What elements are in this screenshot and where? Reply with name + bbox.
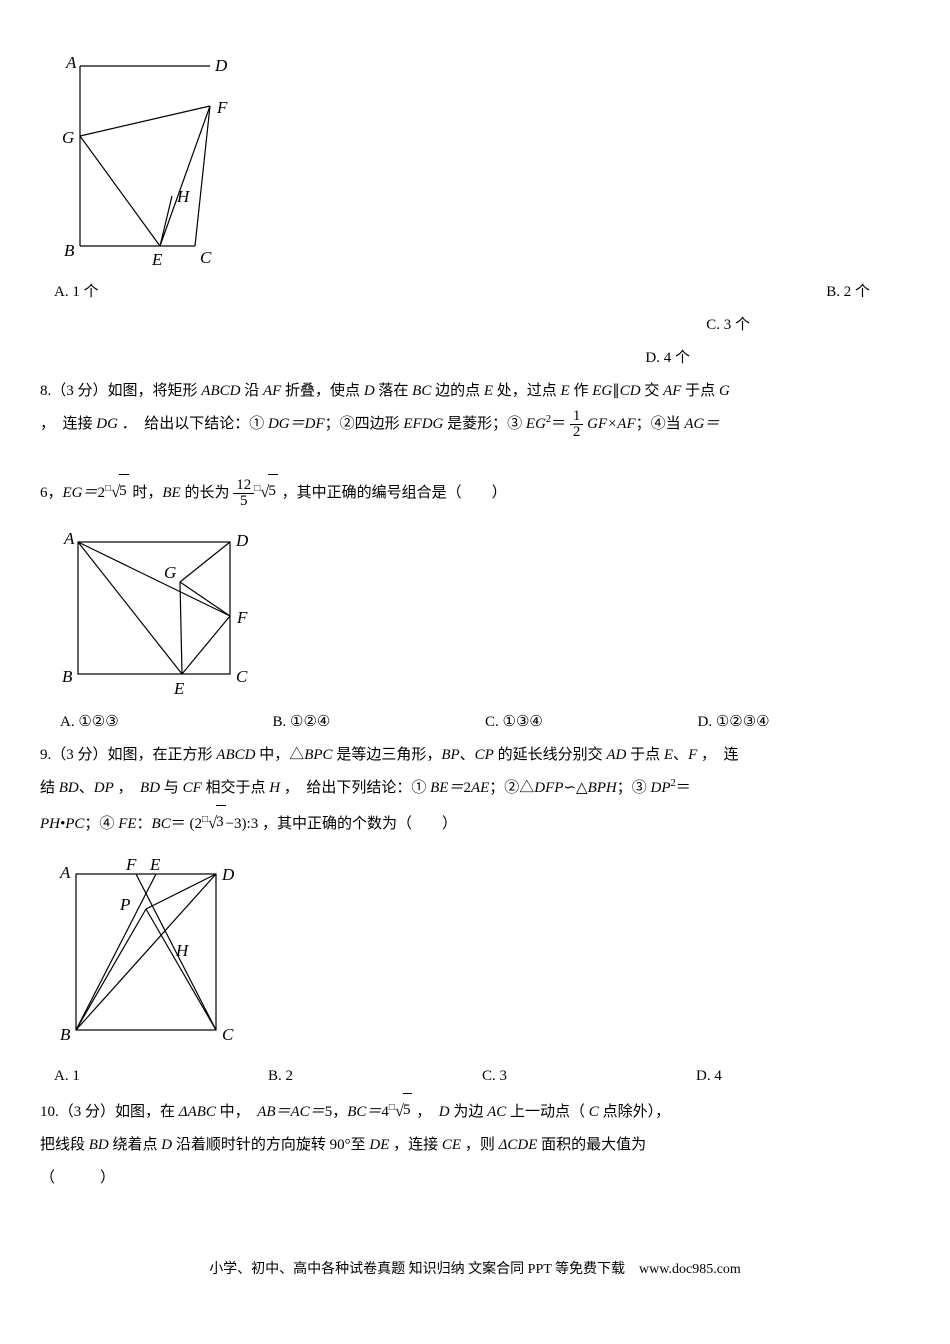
svg-text:A: A — [59, 863, 71, 882]
svg-text:C: C — [236, 667, 248, 686]
svg-text:D: D — [221, 865, 235, 884]
svg-text:D: D — [235, 531, 249, 550]
q9-option-A: A. 1 — [54, 1060, 268, 1093]
svg-text:D: D — [214, 56, 228, 75]
q9-num: 9.（3 分） — [40, 747, 108, 763]
svg-text:F: F — [125, 855, 137, 874]
svg-text:P: P — [119, 895, 130, 914]
q8-num: 8.（3 分） — [40, 383, 108, 399]
q9-option-B: B. 2 — [268, 1060, 482, 1093]
q8-option-A: A. ①②③ — [60, 706, 273, 739]
figure-q7-svg: A D G F H B E C — [40, 46, 264, 270]
svg-text:H: H — [176, 187, 191, 206]
svg-text:E: E — [173, 679, 185, 698]
svg-text:A: A — [65, 53, 77, 72]
question-8: 8.（3 分）如图，将矩形 ABCD 沿 AF 折叠，使点 D 落在 BC 边的… — [40, 375, 910, 510]
q7-option-A: A. 1 个 — [54, 276, 99, 309]
svg-text:G: G — [62, 128, 74, 147]
svg-text:B: B — [60, 1025, 71, 1044]
svg-text:C: C — [200, 248, 212, 267]
svg-text:G: G — [164, 563, 176, 582]
q8-figure: A D B E C F G — [40, 522, 910, 700]
q8-option-B: B. ①②④ — [273, 706, 486, 739]
svg-text:F: F — [216, 98, 228, 117]
svg-text:C: C — [222, 1025, 234, 1044]
svg-text:A: A — [63, 529, 75, 548]
q9-options: A. 1 B. 2 C. 3 D. 4 — [54, 1060, 910, 1093]
svg-text:B: B — [62, 667, 73, 686]
q7-option-D: D. 4 个 — [40, 342, 690, 375]
question-9: 9.（3 分）如图，在正方形 ABCD 中，△BPC 是等边三角形，BP、CP … — [40, 739, 910, 841]
svg-text:E: E — [151, 250, 163, 269]
q7-option-B: B. 2 个 — [826, 284, 870, 300]
svg-text:E: E — [149, 855, 161, 874]
q8-options: A. ①②③ B. ①②④ C. ①③④ D. ①②③④ — [60, 706, 910, 739]
svg-text:H: H — [175, 941, 190, 960]
q9-option-D: D. 4 — [696, 1060, 910, 1093]
svg-text:F: F — [236, 608, 248, 627]
q7-option-A-line: A. 1 个 B. 2 个 — [40, 276, 870, 309]
page-footer: 小学、初中、高中各种试卷真题 知识归纳 文案合同 PPT 等免费下载 www.d… — [40, 1255, 910, 1286]
q9-option-C: C. 3 — [482, 1060, 696, 1093]
frac-12-5: 125 — [233, 478, 254, 509]
q10-num: 10.（3 分） — [40, 1104, 115, 1120]
q8-option-D: D. ①②③④ — [698, 706, 911, 739]
q7-option-C: C. 3 个 — [40, 309, 750, 342]
question-10: 10.（3 分）如图，在 ΔABC 中， AB＝AC＝5，BC＝4□5 ， D … — [40, 1093, 910, 1195]
svg-text:B: B — [64, 241, 75, 260]
frac-1-2: 12 — [570, 409, 584, 440]
q9-figure: A D B C F E P H — [40, 854, 910, 1054]
q8-option-C: C. ①③④ — [485, 706, 698, 739]
q7-figure: A D G F H B E C — [40, 46, 910, 270]
sqrt-icon: 5 — [111, 474, 129, 510]
